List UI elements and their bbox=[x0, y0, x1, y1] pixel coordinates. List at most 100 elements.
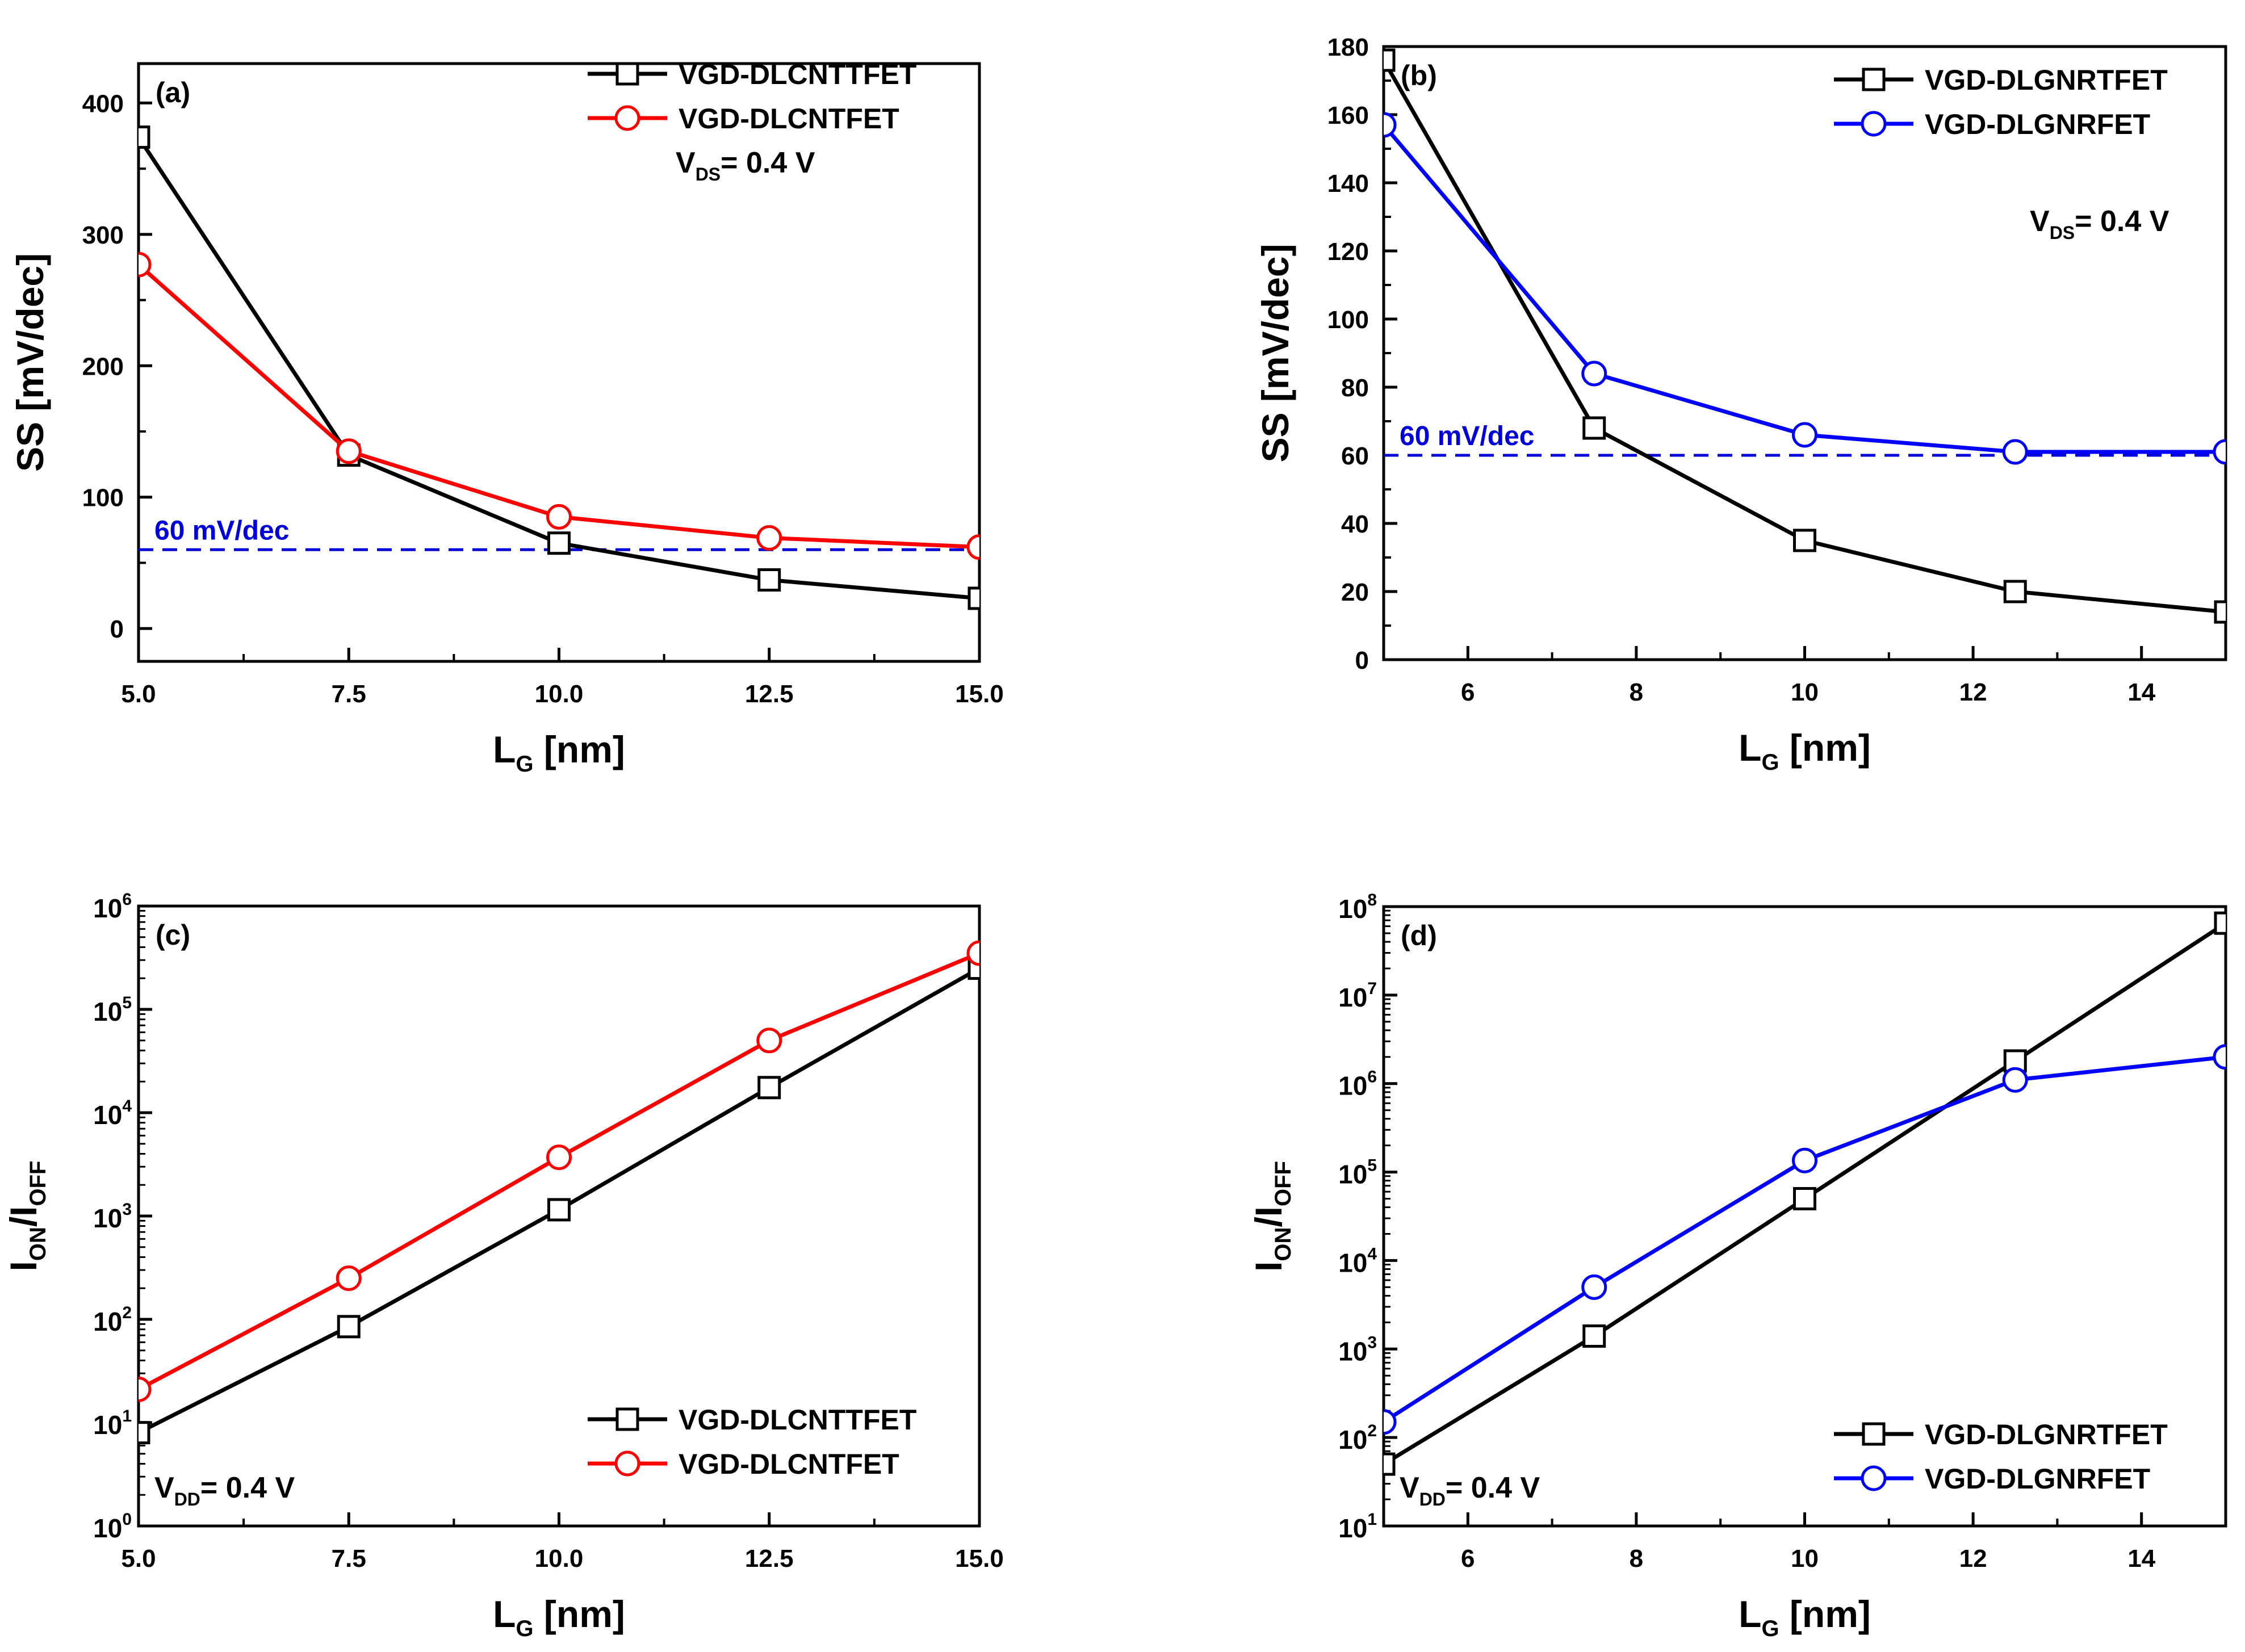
data-point-circle bbox=[756, 525, 782, 551]
legend-label: VGD-DLGNRFET bbox=[1925, 108, 2150, 140]
legend-marker-circle bbox=[1861, 111, 1887, 137]
data-point-square bbox=[757, 1076, 781, 1100]
series-line-vgd-dlgnrfet bbox=[1384, 123, 2226, 454]
y-tick-label: 106 bbox=[1338, 1068, 1377, 1101]
y-tick-label: 105 bbox=[93, 993, 132, 1026]
data-point-square bbox=[337, 1315, 361, 1339]
series-line-vgd-dlcntfet bbox=[139, 951, 979, 1391]
legend: VGD-DLGNRTFET VGD-DLGNRFET bbox=[1834, 64, 2168, 140]
data-point-square bbox=[139, 125, 150, 149]
data-point-circle bbox=[1792, 422, 1817, 448]
y-tick-label: 100 bbox=[93, 1510, 132, 1543]
legend-label: VGD-DLGNRTFET bbox=[1925, 64, 2168, 96]
data-point-circle bbox=[1384, 112, 1397, 138]
x-tick-label: 10 bbox=[1791, 678, 1819, 706]
data-point-square bbox=[547, 1198, 571, 1222]
legend: VGD-DLCNTTFET VGD-DLCNTFET bbox=[588, 58, 916, 135]
data-point-circle bbox=[966, 940, 979, 966]
legend-label: VGD-DLCNTFET bbox=[678, 103, 899, 135]
data-point-square bbox=[139, 1421, 150, 1445]
y-tick-label: 107 bbox=[1338, 979, 1377, 1012]
data-point-square bbox=[1793, 529, 1816, 552]
y-tick-label: 105 bbox=[1338, 1156, 1377, 1189]
panel-label: (b) bbox=[1401, 60, 1437, 91]
legend-marker-square bbox=[1862, 68, 1886, 91]
x-tick-label: 8 bbox=[1630, 678, 1643, 706]
legend-label: VGD-DLCNTTFET bbox=[678, 1404, 916, 1436]
y-tick-label: 20 bbox=[1341, 578, 1369, 606]
y-tick-label: 104 bbox=[93, 1097, 132, 1130]
data-point-circle bbox=[546, 1144, 572, 1171]
x-tick-label: 7.5 bbox=[332, 1545, 366, 1573]
y-tick-label: 140 bbox=[1327, 170, 1369, 198]
x-tick-label: 12.5 bbox=[745, 1545, 794, 1573]
y-tick-label: 80 bbox=[1341, 374, 1369, 402]
legend-label: VGD-DLGNRTFET bbox=[1925, 1419, 2168, 1450]
legend-marker-square bbox=[615, 62, 639, 86]
x-axis-label: LG [nm] bbox=[493, 1593, 625, 1641]
y-tick-label: 100 bbox=[82, 484, 124, 512]
legend-label: VGD-DLCNTFET bbox=[678, 1448, 899, 1480]
x-tick-label: 6 bbox=[1461, 678, 1475, 706]
series-group bbox=[1384, 911, 2226, 1476]
y-tick-label: 40 bbox=[1341, 510, 1369, 538]
x-tick-label: 15.0 bbox=[955, 1545, 1004, 1573]
y-tick-label: 200 bbox=[82, 353, 124, 380]
data-point-circle bbox=[1581, 1274, 1607, 1300]
y-tick-label: 400 bbox=[82, 90, 124, 118]
data-point-circle bbox=[336, 1265, 362, 1292]
y-tick-label: 101 bbox=[93, 1407, 132, 1440]
y-tick-label: 103 bbox=[1338, 1333, 1377, 1366]
x-tick-label: 8 bbox=[1630, 1545, 1643, 1573]
y-tick-label: 100 bbox=[1327, 306, 1369, 334]
y-axis-label: ION/IOFF bbox=[1247, 1161, 1296, 1272]
data-point-square bbox=[1582, 1324, 1606, 1348]
chart-panel-4: 6 8 10 12 14 101 102 103 104 105 106 107 108 LG [nm] I… bbox=[1247, 891, 2227, 1641]
data-point-square bbox=[547, 531, 571, 555]
data-point-circle bbox=[336, 438, 362, 464]
x-tick-label: 10 bbox=[1791, 1545, 1819, 1573]
y-tick-label: 106 bbox=[93, 890, 132, 923]
plot-frame bbox=[137, 62, 981, 663]
x-tick-label: 5.0 bbox=[121, 680, 156, 708]
legend-marker-circle bbox=[1861, 1465, 1887, 1491]
x-axis-label: LG [nm] bbox=[1739, 727, 1871, 775]
y-tick-label: 104 bbox=[1338, 1244, 1377, 1277]
data-point-circle bbox=[546, 504, 572, 530]
y-tick-label: 180 bbox=[1327, 33, 1369, 61]
x-tick-label: 14 bbox=[2127, 1545, 2155, 1573]
y-tick-label: 0 bbox=[110, 615, 124, 643]
legend-label: VGD-DLCNTTFET bbox=[678, 58, 916, 90]
x-axis-label: LG [nm] bbox=[493, 728, 625, 777]
y-tick-label: 160 bbox=[1327, 102, 1369, 129]
y-tick-label: 103 bbox=[93, 1200, 132, 1233]
x-tick-label: 12 bbox=[1959, 1545, 1987, 1573]
series-group bbox=[139, 125, 979, 610]
legend: VGD-DLCNTTFET VGD-DLCNTFET bbox=[588, 1404, 916, 1480]
legend-marker-square bbox=[1862, 1422, 1886, 1446]
data-point-square bbox=[967, 586, 979, 610]
condition-annotation: VDS= 0.4 V bbox=[676, 146, 815, 185]
data-point-square bbox=[1384, 1452, 1396, 1476]
chart-panel-3: 5.0 7.5 10.0 12.5 15.0 100 101 102 103 104 105 106 L… bbox=[2, 890, 1004, 1641]
data-point-circle bbox=[139, 251, 152, 278]
panel-label: (c) bbox=[156, 919, 190, 951]
data-point-circle bbox=[1581, 360, 1607, 387]
data-point-circle bbox=[2002, 1067, 2028, 1093]
data-point-circle bbox=[1792, 1147, 1817, 1173]
legend-marker-circle bbox=[614, 1450, 640, 1477]
x-tick-label: 5.0 bbox=[121, 1545, 156, 1573]
x-tick-label: 10.0 bbox=[535, 680, 584, 708]
legend-marker-square bbox=[615, 1407, 639, 1431]
series-group bbox=[1384, 48, 2226, 624]
condition-annotation: VDS= 0.4 V bbox=[2030, 205, 2169, 243]
data-point-circle bbox=[2002, 439, 2028, 465]
legend-label: VGD-DLGNRFET bbox=[1925, 1463, 2150, 1495]
legend: VGD-DLGNRTFET VGD-DLGNRFET bbox=[1834, 1419, 2168, 1495]
y-tick-label: 0 bbox=[1355, 647, 1369, 674]
y-tick-label: 300 bbox=[82, 221, 124, 249]
data-point-square bbox=[757, 568, 781, 592]
y-axis-label: ION/IOFF bbox=[2, 1160, 51, 1271]
data-point-circle bbox=[1384, 1409, 1397, 1435]
chart-panel-1: 5.0 7.5 10.0 12.5 15.0 0 100 200 300 400 LG [nm] SS… bbox=[9, 58, 1004, 777]
